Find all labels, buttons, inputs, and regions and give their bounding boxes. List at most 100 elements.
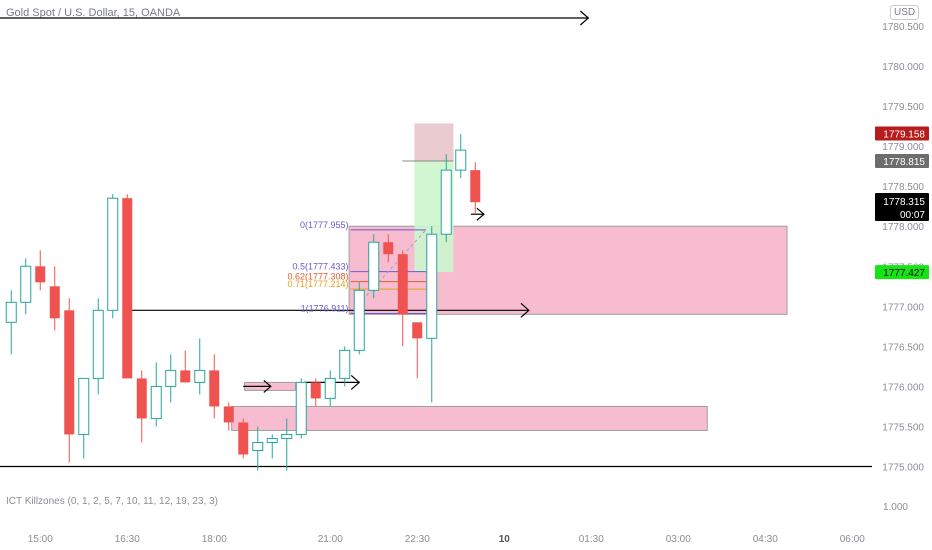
bearish-candle [136, 370, 147, 443]
price-label-text: 1777.427 [883, 268, 925, 279]
bearish-candle [209, 354, 220, 419]
price-label-box [875, 153, 929, 168]
y-axis-tick: 1779.500 [882, 102, 924, 113]
bullish-candle [455, 134, 467, 179]
candle-body [209, 370, 220, 407]
bearish-candle [122, 194, 133, 379]
candle-body [383, 242, 394, 255]
y-axis-tick: 1778.000 [882, 222, 924, 233]
bearish-candle [383, 234, 394, 263]
price-label-box [875, 265, 929, 280]
chart-title: Gold Spot / U.S. Dollar, 15, OANDA [6, 7, 181, 19]
candle-body [238, 422, 249, 455]
arrow-head [350, 374, 361, 390]
x-axis-tick: 21:00 [318, 534, 343, 545]
bearish-candle [180, 350, 191, 383]
bearish-candle [412, 322, 423, 379]
bullish-candle [92, 298, 104, 395]
x-axis-tick: 01:30 [579, 534, 604, 545]
y-axis-tick: 1775.000 [882, 463, 924, 474]
price-label: 1777.427 [875, 265, 929, 280]
x-axis-tick: 16:30 [115, 534, 140, 545]
candles-layer [5, 134, 481, 471]
candle-body [165, 369, 177, 387]
arrow-head [263, 379, 272, 393]
bearish-candle [49, 266, 60, 331]
y-axis-tick: 1775.500 [882, 422, 924, 433]
bullish-candle [426, 226, 438, 403]
bullish-candle [440, 154, 452, 243]
candle-body [20, 265, 32, 303]
countdown-text: 00:07 [900, 210, 925, 221]
x-axis-tick: 03:00 [666, 534, 691, 545]
candle-body [412, 322, 423, 339]
x-axis-tick: 18:00 [202, 534, 227, 545]
candle-body [310, 382, 321, 399]
currency-button[interactable]: USD [890, 5, 920, 20]
arrow-head [520, 302, 530, 318]
zones-layer [231, 225, 788, 431]
candle-body [252, 441, 264, 451]
bullish-candle [78, 377, 90, 459]
arrow-head [476, 207, 485, 221]
candle-body [281, 433, 293, 439]
candle-body [426, 233, 438, 339]
stop-loss-area [414, 123, 454, 161]
bearish-candle [310, 378, 321, 407]
bullish-candle [368, 234, 380, 299]
candle-body [223, 406, 234, 423]
price-label-text: 1779.158 [883, 129, 925, 140]
x-axis-tick: 06:00 [840, 534, 865, 545]
bullish-candle [266, 434, 278, 459]
fib-level-label: 1(1776.911) [301, 303, 349, 313]
candle-body [397, 254, 408, 315]
candle-body [353, 289, 365, 351]
candle-body [49, 286, 60, 319]
candle-body [266, 437, 278, 443]
candle-body [470, 170, 481, 203]
y-axis-tick: 1776.500 [882, 342, 924, 353]
price-label-box [875, 126, 929, 141]
x-axis-tick: 10 [499, 534, 511, 545]
candle-body [78, 377, 90, 435]
current-price-label: 1778.315 00:07 [875, 192, 929, 221]
bullish-candle [150, 362, 162, 427]
candle-body [339, 349, 351, 379]
bullish-candle [20, 258, 32, 315]
bullish-candle [194, 338, 206, 395]
y-axis-tick: 1778.500 [882, 182, 924, 193]
candle-body [5, 301, 17, 323]
bullish-candle [324, 370, 336, 407]
bullish-candle [339, 346, 351, 387]
bearish-candle [223, 402, 234, 431]
y-axis-tick: 1779.000 [882, 142, 924, 153]
bullish-candle [252, 426, 264, 471]
candle-body [122, 198, 133, 379]
bearish-candle [238, 418, 249, 459]
y-axis-tick: 1780.000 [882, 62, 924, 73]
x-axis-tick: 04:30 [753, 534, 778, 545]
candle-body [107, 197, 119, 311]
candle-body [194, 369, 206, 383]
fib-level-label: 0(1777.955) [300, 220, 349, 230]
bullish-candle [5, 290, 17, 355]
x-axis-tick: 22:30 [405, 534, 430, 545]
x-axis-tick: 15:00 [28, 534, 53, 545]
price-label-text: 1778.315 [883, 197, 925, 208]
y-axis-tick: 1776.000 [882, 382, 924, 393]
candle-body [440, 169, 452, 235]
candle-body [136, 378, 147, 419]
bullish-candle [281, 418, 293, 471]
bearish-candle [470, 162, 481, 215]
price-label: 1778.815 [875, 153, 929, 168]
y-axis-tick: 1780.500 [882, 22, 924, 33]
price-label-box [875, 192, 929, 221]
fib-level-label: 0.5(1777.433) [293, 262, 349, 272]
indicator-label[interactable]: ICT Killzones (0, 1, 2, 5, 7, 10, 11, 12… [6, 496, 218, 507]
price-labels-layer: 1779.158 1778.815 1778.315 00:07 1777.427 [875, 126, 929, 280]
bullish-candle [165, 354, 177, 403]
candle-body [324, 377, 336, 399]
candle-body [150, 385, 162, 419]
candle-body [180, 370, 191, 383]
